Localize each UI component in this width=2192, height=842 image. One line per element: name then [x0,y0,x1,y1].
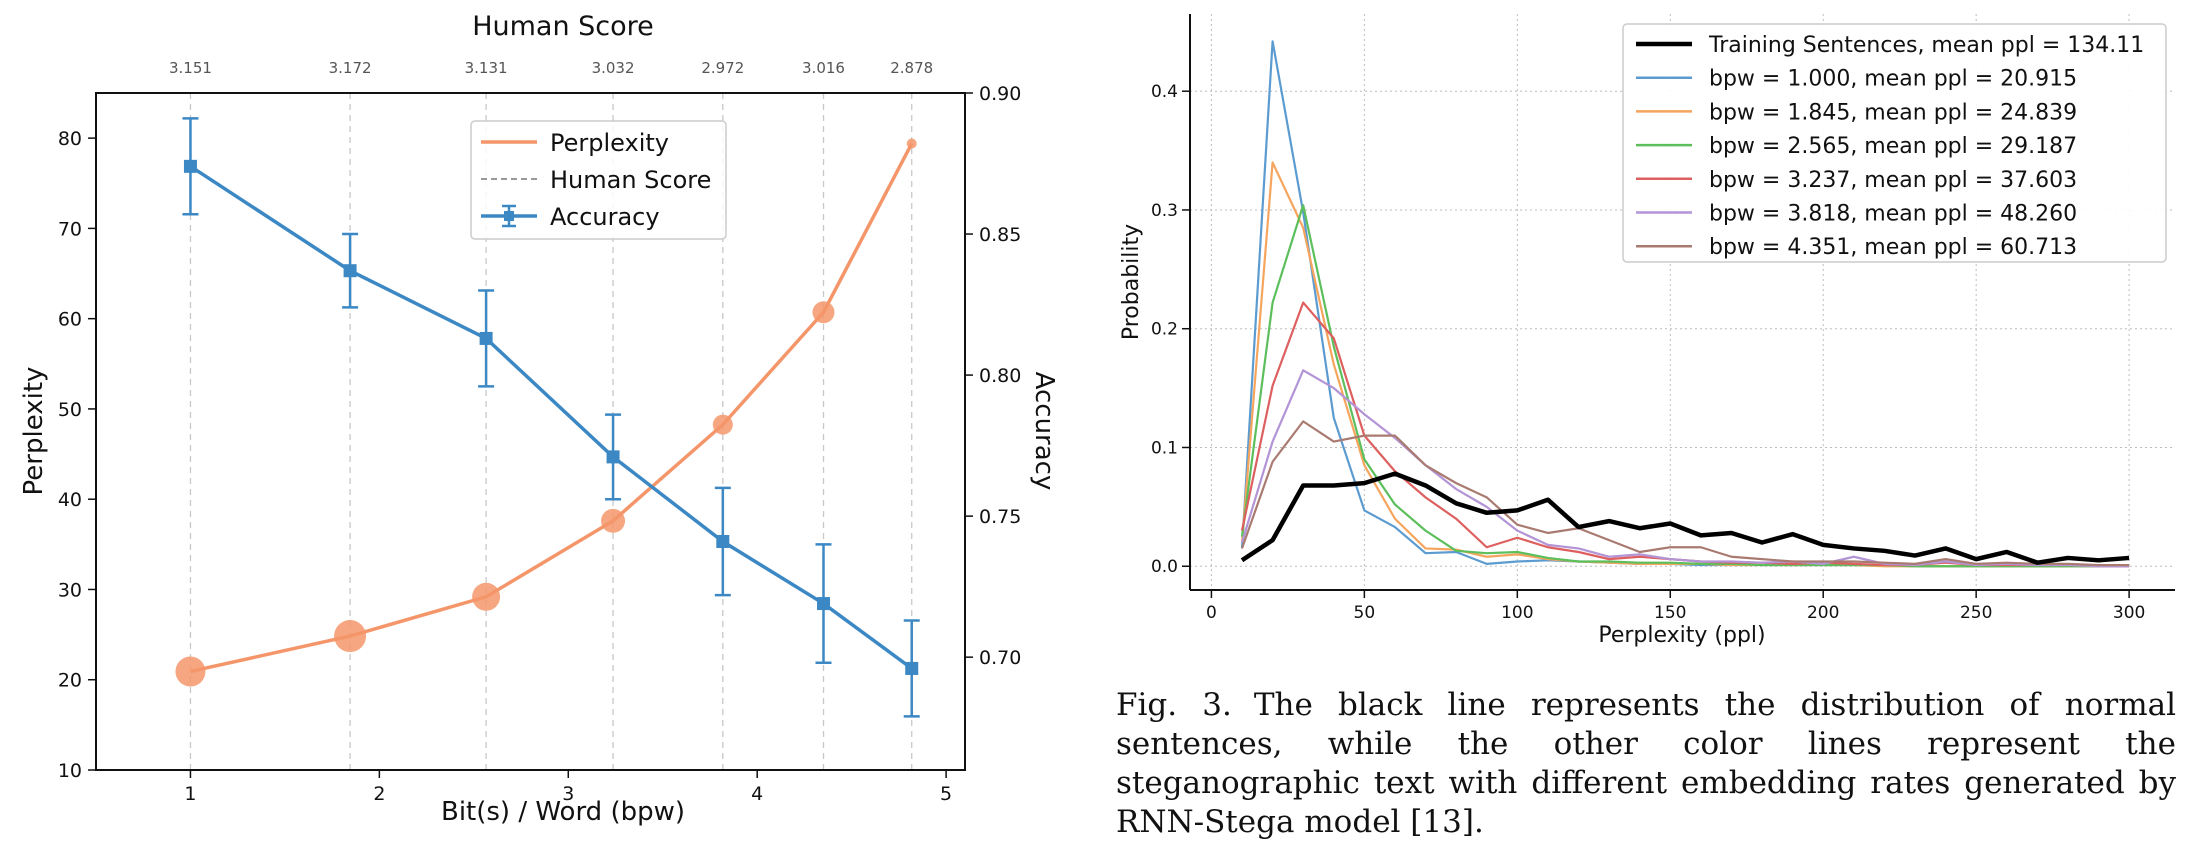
human-score-tick-label: 2.878 [890,59,933,77]
legend-entry: bpw = 3.237, mean ppl = 37.603 [1709,168,2077,193]
legend-perplexity: Perplexity [550,129,669,157]
y-tick-label: 80 [58,128,82,150]
right-legend: Training Sentences, mean ppl = 134.11 bpw… [1622,23,2167,263]
x-tick-label: 2 [373,783,385,805]
y2-tick-label: 0.80 [979,365,1021,387]
right-y-axis-label: Accuracy [1029,372,1059,491]
bpw-series-line [1240,369,2130,568]
legend-human-score: Human Score [550,166,711,194]
legend-entry: bpw = 1.845, mean ppl = 24.839 [1709,100,2077,125]
perplexity-point [334,620,367,653]
right-x-axis-label: Perplexity (ppl) [1598,623,1765,648]
perplexity-point [472,582,501,611]
accuracy-point [817,597,831,611]
perplexity-point [175,656,206,687]
legend-entry: Training Sentences, mean ppl = 134.11 [1708,33,2144,58]
legend-entry: bpw = 1.000, mean ppl = 20.915 [1709,67,2077,92]
left-x-axis-label: Bit(s) / Word (bpw) [441,797,685,827]
y-tick-label: 0.1 [1151,438,1178,458]
human-score-tick-label: 3.032 [592,59,635,77]
training-sentences-line [1240,471,2130,565]
perplexity-point [712,414,733,435]
human-score-tick-label: 2.972 [701,59,744,77]
x-tick-label: 3 [562,783,574,805]
x-tick-label: 5 [940,783,952,805]
y-tick-label: 20 [58,670,82,692]
human-score-tick-label: 3.172 [329,59,372,77]
left-plot-frame [95,92,966,771]
y2-tick-label: 0.90 [979,83,1021,105]
y-tick-label: 0.0 [1151,557,1178,577]
x-tick-label: 0 [1206,603,1217,623]
bpw-series-line [1240,420,2130,567]
human-score-tick-label: 3.016 [802,59,845,77]
x-tick-label: 300 [2113,603,2145,623]
y-tick-label: 70 [58,218,82,240]
perplexity-point [601,508,626,533]
y-tick-label: 40 [58,489,82,511]
accuracy-point [183,159,197,173]
y-tick-label: 30 [58,579,82,601]
x-tick-label: 250 [1960,603,1992,623]
accuracy-point [343,264,357,278]
y-tick-label: 0.4 [1151,82,1178,102]
y-tick-label: 50 [58,399,82,421]
x-tick-label: 200 [1807,603,1839,623]
probability-distribution-chart: 0 50 100 150 200 250 300 0.0 0.1 0.2 0.3 0.4 Perpl… [1119,14,2175,648]
perplexity-accuracy-chart: Human Score 3.151 3.172 3.131 3.032 2.972 3.0… [19,11,1059,827]
human-score-tick-label: 3.151 [169,59,212,77]
perplexity-point [812,301,835,324]
left-y-axis-label: Perplexity [19,367,49,496]
figure-caption: Fig. 3. The black line represents the dis… [1116,686,2176,842]
perplexity-point [906,138,917,149]
caption-label: Fig. 3. [1116,687,1232,723]
x-tick-label: 50 [1354,603,1376,623]
y2-tick-label: 0.85 [979,224,1021,246]
y-tick-label: 10 [58,760,82,782]
y-tick-label: 60 [58,309,82,331]
x-tick-label: 1 [184,783,196,805]
human-score-axis-title: Human Score [472,11,654,42]
accuracy-point [716,535,730,549]
legend-entry: bpw = 2.565, mean ppl = 29.187 [1709,134,2077,159]
caption-text: The black line represents the distributi… [1116,687,2176,840]
y-tick-label: 0.2 [1151,320,1178,340]
legend-entry: bpw = 4.351, mean ppl = 60.713 [1709,235,2077,260]
legend-entry: bpw = 3.818, mean ppl = 48.260 [1709,202,2077,227]
left-legend: Perplexity Human Score Accuracy [470,120,727,240]
bpw-series-line [1240,301,2130,568]
accuracy-point [606,450,620,464]
y2-tick-label: 0.75 [979,506,1021,528]
accuracy-point [479,331,493,345]
right-y-axis-label: Probability [1119,224,1144,340]
human-score-tick-label: 3.131 [465,59,508,77]
x-tick-label: 100 [1501,603,1533,623]
legend-accuracy: Accuracy [550,203,660,231]
y-tick-label: 0.3 [1151,201,1178,221]
x-tick-label: 150 [1654,603,1686,623]
accuracy-point [905,661,919,675]
y2-tick-label: 0.70 [979,647,1021,669]
accuracy-line [189,164,913,670]
bpw-series-line [1240,204,2130,568]
x-tick-label: 4 [751,783,763,805]
